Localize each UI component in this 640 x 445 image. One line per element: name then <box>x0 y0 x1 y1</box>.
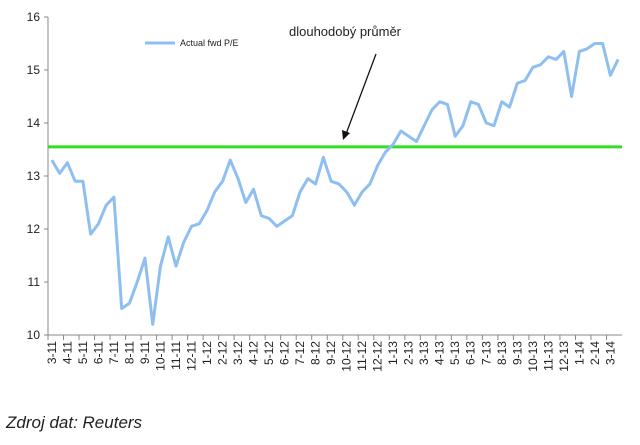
arrow-head <box>342 130 350 140</box>
x-tick-label: 3-14 <box>603 341 617 365</box>
y-tick-label: 13 <box>27 169 41 183</box>
x-tick-label: 2-13 <box>402 341 416 365</box>
series-line <box>50 42 620 326</box>
x-tick-label: 12-13 <box>557 341 571 372</box>
x-tick-label: 9-13 <box>510 341 524 365</box>
x-tick-label: 5-11 <box>76 341 90 364</box>
legend-label: Actual fwd P/E <box>180 38 239 48</box>
x-tick-label: 8-11 <box>122 341 136 364</box>
x-tick-label: 3-13 <box>417 341 431 365</box>
x-tick-label: 7-12 <box>293 341 307 365</box>
x-tick-label: 12-11 <box>185 341 199 371</box>
x-tick-label: 5-12 <box>262 341 276 365</box>
x-tick-label: 7-13 <box>479 341 493 365</box>
x-tick-label: 1-14 <box>572 341 586 365</box>
y-tick-label: 10 <box>27 328 41 342</box>
x-tick-label: 9-11 <box>138 341 152 364</box>
x-tick-label: 4-12 <box>247 341 261 365</box>
x-tick-label: 1-12 <box>200 341 214 365</box>
y-tick-label: 11 <box>28 275 41 289</box>
x-tick-label: 11-12 <box>355 341 369 371</box>
x-tick-label: 8-12 <box>309 341 323 365</box>
x-tick-label: 4-11 <box>60 341 74 364</box>
x-tick-label: 8-13 <box>495 341 509 365</box>
x-tick-label: 10-13 <box>526 341 540 372</box>
y-tick-label: 12 <box>27 222 41 236</box>
x-tick-label: 3-12 <box>231 341 245 365</box>
x-tick-label: 4-13 <box>433 341 447 365</box>
x-tick-label: 3-11 <box>45 341 59 364</box>
annotation: dlouhodobý průměr <box>289 24 402 39</box>
x-tick-label: 10-12 <box>340 341 354 372</box>
arrow <box>345 53 377 135</box>
x-tick-label: 10-11 <box>153 341 167 371</box>
source: Zdroj dat: Reuters <box>5 413 143 432</box>
x-tick-label: 5-13 <box>448 341 462 365</box>
x-tick-label: 11-13 <box>541 341 555 371</box>
x-tick-label: 1-13 <box>386 341 400 365</box>
y-tick-label: 14 <box>27 116 41 130</box>
x-tick-label: 7-11 <box>107 341 121 364</box>
x-tick-label: 2-14 <box>588 341 602 365</box>
x-tick-label: 9-12 <box>324 341 338 365</box>
x-tick-label: 6-11 <box>91 341 105 364</box>
x-tick-label: 11-11 <box>169 341 183 370</box>
x-tick-label: 12-12 <box>371 341 385 372</box>
y-tick-label: 16 <box>27 10 41 24</box>
x-tick-label: 2-12 <box>216 341 230 365</box>
x-tick-label: 6-12 <box>278 341 292 365</box>
x-tick-label: 6-13 <box>464 341 478 365</box>
y-tick-label: 15 <box>27 63 41 77</box>
